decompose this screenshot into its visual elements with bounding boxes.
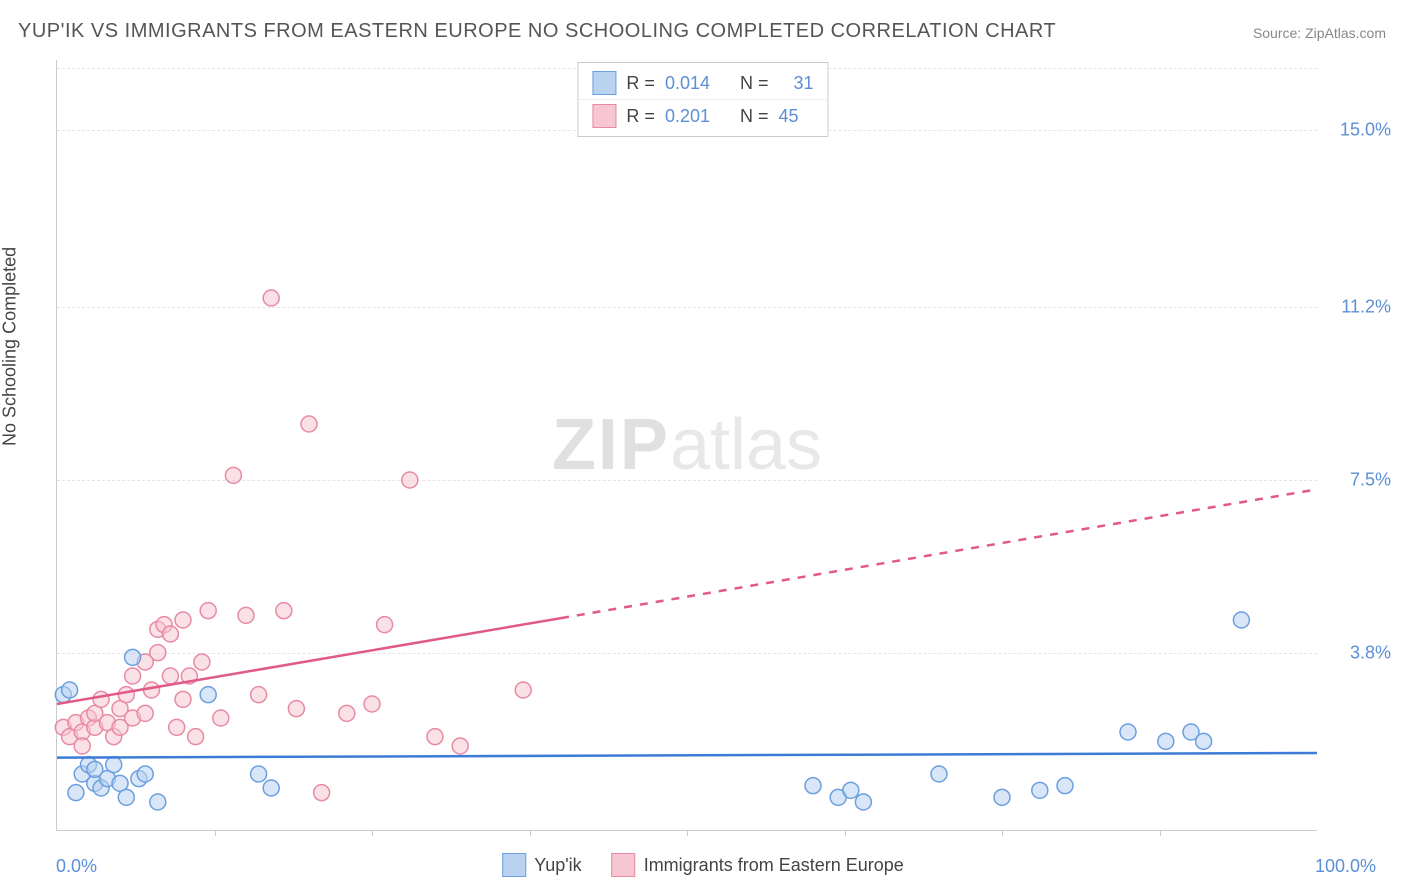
n-label: N =: [740, 73, 769, 94]
data-point: [118, 789, 134, 805]
data-point: [339, 705, 355, 721]
data-point: [263, 780, 279, 796]
data-point: [162, 626, 178, 642]
data-point: [106, 757, 122, 773]
trend-line: [561, 489, 1317, 618]
data-point: [62, 682, 78, 698]
data-point: [288, 701, 304, 717]
series-legend: Yup'ik Immigrants from Eastern Europe: [502, 853, 904, 877]
data-point: [1120, 724, 1136, 740]
source-prefix: Source:: [1253, 25, 1305, 41]
data-point: [169, 719, 185, 735]
data-point: [200, 603, 216, 619]
correlation-legend: R = 0.014 N = 31 R = 0.201 N = 45: [577, 62, 828, 137]
data-point: [263, 290, 279, 306]
legend-row-series-b: R = 0.201 N = 45: [578, 99, 827, 132]
data-point: [377, 617, 393, 633]
data-point: [74, 738, 90, 754]
data-point: [931, 766, 947, 782]
data-point: [137, 766, 153, 782]
y-tick-label: 7.5%: [1350, 470, 1391, 491]
source-name: ZipAtlas.com: [1305, 25, 1386, 41]
data-point: [125, 668, 141, 684]
data-point: [855, 794, 871, 810]
data-point: [452, 738, 468, 754]
r-label: R =: [626, 73, 655, 94]
data-point: [994, 789, 1010, 805]
data-point: [1057, 778, 1073, 794]
legend-item-a: Yup'ik: [502, 853, 581, 877]
data-point: [137, 705, 153, 721]
data-point: [843, 782, 859, 798]
swatch-series-b: [592, 104, 616, 128]
x-tick-left: 0.0%: [56, 856, 97, 877]
data-point: [1196, 733, 1212, 749]
data-point: [402, 472, 418, 488]
swatch-series-a-bottom: [502, 853, 526, 877]
data-point: [194, 654, 210, 670]
r-label: R =: [626, 106, 655, 127]
r-value-b: 0.201: [665, 106, 710, 127]
y-tick-label: 3.8%: [1350, 642, 1391, 663]
data-point: [427, 729, 443, 745]
source-attribution: Source: ZipAtlas.com: [1253, 25, 1386, 41]
data-point: [301, 416, 317, 432]
data-point: [125, 649, 141, 665]
data-point: [200, 687, 216, 703]
y-axis-label: No Schooling Completed: [0, 247, 21, 446]
data-point: [276, 603, 292, 619]
data-point: [93, 691, 109, 707]
r-value-a: 0.014: [665, 73, 710, 94]
data-point: [1233, 612, 1249, 628]
series-a-label: Yup'ik: [534, 855, 581, 876]
chart-title: YUP'IK VS IMMIGRANTS FROM EASTERN EUROPE…: [18, 20, 1056, 43]
data-point: [188, 729, 204, 745]
scatter-svg: [57, 60, 1317, 830]
data-point: [805, 778, 821, 794]
swatch-series-a: [592, 71, 616, 95]
data-point: [118, 687, 134, 703]
data-point: [251, 687, 267, 703]
data-point: [150, 645, 166, 661]
data-point: [238, 607, 254, 623]
x-tick-right: 100.0%: [1315, 856, 1376, 877]
data-point: [150, 794, 166, 810]
series-b-label: Immigrants from Eastern Europe: [644, 855, 904, 876]
y-tick-label: 11.2%: [1341, 297, 1391, 318]
y-tick-label: 15.0%: [1340, 120, 1391, 141]
data-point: [213, 710, 229, 726]
data-point: [175, 691, 191, 707]
n-value-b: 45: [779, 106, 799, 127]
scatter-plot-area: ZIPatlas: [56, 60, 1317, 831]
data-point: [175, 612, 191, 628]
legend-item-b: Immigrants from Eastern Europe: [612, 853, 904, 877]
data-point: [515, 682, 531, 698]
trend-line: [57, 753, 1317, 758]
data-point: [68, 785, 84, 801]
data-point: [251, 766, 267, 782]
data-point: [314, 785, 330, 801]
n-label: N =: [740, 106, 769, 127]
legend-row-series-a: R = 0.014 N = 31: [578, 67, 827, 99]
n-value-a: [779, 73, 784, 94]
data-point: [225, 467, 241, 483]
data-point: [1158, 733, 1174, 749]
data-point: [1032, 782, 1048, 798]
swatch-series-b-bottom: [612, 853, 636, 877]
data-point: [364, 696, 380, 712]
data-point: [162, 668, 178, 684]
